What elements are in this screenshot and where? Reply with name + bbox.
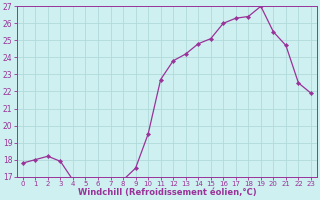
X-axis label: Windchill (Refroidissement éolien,°C): Windchill (Refroidissement éolien,°C) xyxy=(77,188,256,197)
